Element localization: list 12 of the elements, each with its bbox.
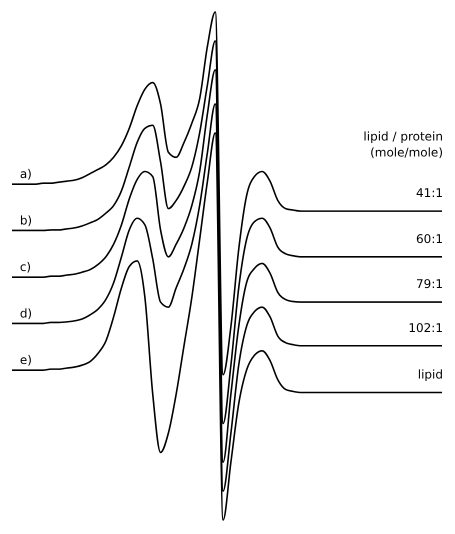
annotation: 41:1 xyxy=(416,186,443,200)
annotation: lipid / protein xyxy=(363,130,443,144)
annotation: lipid xyxy=(418,367,443,382)
annotation: (mole/mole) xyxy=(370,146,443,160)
annotation: 102:1 xyxy=(408,320,443,335)
annotation: 79:1 xyxy=(416,277,443,292)
series-label: e) xyxy=(20,353,32,368)
series-label: b) xyxy=(20,213,32,228)
annotation: 60:1 xyxy=(416,232,443,246)
series-label: c) xyxy=(20,260,32,274)
series-label: a) xyxy=(20,167,32,182)
series-label: d) xyxy=(20,306,32,320)
